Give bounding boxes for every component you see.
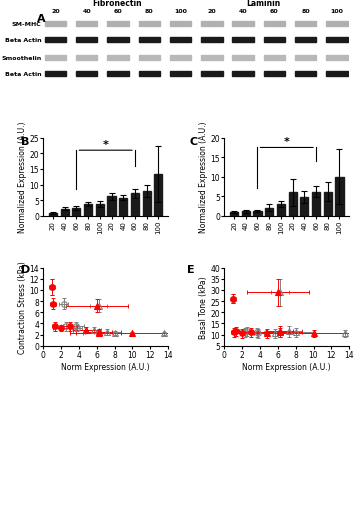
Bar <box>201 55 222 61</box>
Bar <box>45 22 66 26</box>
Bar <box>253 211 262 216</box>
Bar <box>45 38 66 43</box>
Bar <box>300 197 309 216</box>
Bar <box>295 38 316 43</box>
Bar <box>288 193 297 216</box>
Text: 100: 100 <box>174 9 187 14</box>
Bar <box>326 22 348 26</box>
Bar <box>60 209 69 216</box>
Text: 80: 80 <box>301 9 310 14</box>
Bar <box>312 192 320 216</box>
Bar <box>230 212 238 216</box>
Text: Fibronectin: Fibronectin <box>92 0 141 8</box>
Text: 80: 80 <box>145 9 154 14</box>
Bar <box>295 72 316 77</box>
Text: 20: 20 <box>51 9 60 14</box>
Bar <box>326 72 348 77</box>
Text: A: A <box>37 14 46 24</box>
Bar <box>76 22 98 26</box>
Text: 60: 60 <box>270 9 279 14</box>
Bar <box>233 22 254 26</box>
Bar <box>264 55 285 61</box>
X-axis label: Norm Expression (A.U.): Norm Expression (A.U.) <box>61 362 150 371</box>
Text: 40: 40 <box>239 9 247 14</box>
Bar <box>139 55 160 61</box>
Bar <box>335 178 343 216</box>
Bar <box>242 212 250 216</box>
Text: D: D <box>21 264 30 274</box>
Y-axis label: Basal Tone (kPa): Basal Tone (kPa) <box>199 276 208 338</box>
Text: Beta Actin: Beta Actin <box>5 38 42 43</box>
Bar <box>265 209 273 216</box>
Bar <box>76 72 98 77</box>
Bar <box>170 72 191 77</box>
Bar <box>107 72 129 77</box>
Bar <box>201 38 222 43</box>
Bar <box>233 38 254 43</box>
Text: 100: 100 <box>330 9 343 14</box>
Bar <box>131 194 139 216</box>
Bar <box>264 72 285 77</box>
Bar <box>107 197 116 216</box>
Y-axis label: Normalized Expression (A.U.): Normalized Expression (A.U.) <box>18 122 27 233</box>
Bar <box>76 55 98 61</box>
Bar <box>84 205 92 216</box>
Text: C: C <box>189 137 197 147</box>
Y-axis label: Normalized Expression (A.U.): Normalized Expression (A.U.) <box>199 122 208 233</box>
Text: Beta Actin: Beta Actin <box>5 72 42 77</box>
Bar <box>107 22 129 26</box>
Bar <box>45 72 66 77</box>
Bar <box>119 199 127 216</box>
Text: 20: 20 <box>207 9 216 14</box>
Bar <box>233 55 254 61</box>
Bar <box>324 192 332 216</box>
Text: SM-MHC: SM-MHC <box>12 22 42 26</box>
Text: 40: 40 <box>82 9 91 14</box>
Bar <box>326 38 348 43</box>
Text: E: E <box>187 264 194 274</box>
Bar <box>201 72 222 77</box>
X-axis label: Norm Expression (A.U.): Norm Expression (A.U.) <box>242 362 331 371</box>
Bar <box>277 205 285 216</box>
Text: *: * <box>103 140 109 150</box>
Bar <box>326 55 348 61</box>
Bar <box>170 22 191 26</box>
Bar <box>295 22 316 26</box>
Bar <box>107 55 129 61</box>
Bar <box>154 174 162 216</box>
Text: Laminin: Laminin <box>246 0 281 8</box>
Bar <box>76 38 98 43</box>
Bar <box>264 38 285 43</box>
Bar <box>264 22 285 26</box>
Bar <box>139 38 160 43</box>
Bar <box>139 72 160 77</box>
Bar <box>143 191 151 216</box>
Text: Smoothelin: Smoothelin <box>1 55 42 61</box>
Bar <box>170 55 191 61</box>
Bar <box>45 55 66 61</box>
Bar <box>170 38 191 43</box>
Bar <box>96 205 104 216</box>
Text: 60: 60 <box>114 9 122 14</box>
Text: *: * <box>284 137 290 147</box>
Bar <box>201 22 222 26</box>
Bar <box>233 72 254 77</box>
Bar <box>72 209 81 216</box>
Bar <box>139 22 160 26</box>
Bar <box>295 55 316 61</box>
Y-axis label: Contraction Stress (kPa): Contraction Stress (kPa) <box>18 261 27 353</box>
Text: B: B <box>21 137 29 147</box>
Bar <box>49 213 57 216</box>
Bar <box>107 38 129 43</box>
